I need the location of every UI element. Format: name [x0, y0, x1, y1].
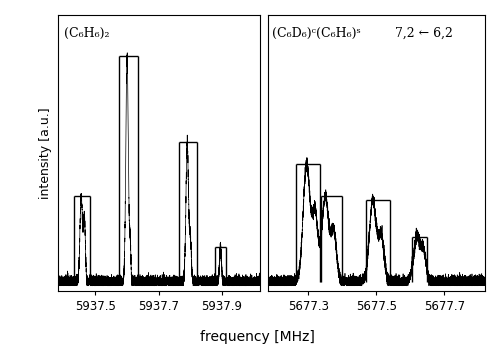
Y-axis label: intensity [a.u.]: intensity [a.u.]	[39, 107, 52, 199]
Text: 7,2 ← 6,2: 7,2 ← 6,2	[395, 26, 453, 40]
Text: (C₆D₆)ᶜ(C₆H₆)ˢ: (C₆D₆)ᶜ(C₆H₆)ˢ	[272, 26, 360, 40]
Text: frequency [MHz]: frequency [MHz]	[200, 330, 315, 344]
Text: (C₆H₆)₂: (C₆H₆)₂	[64, 26, 109, 40]
